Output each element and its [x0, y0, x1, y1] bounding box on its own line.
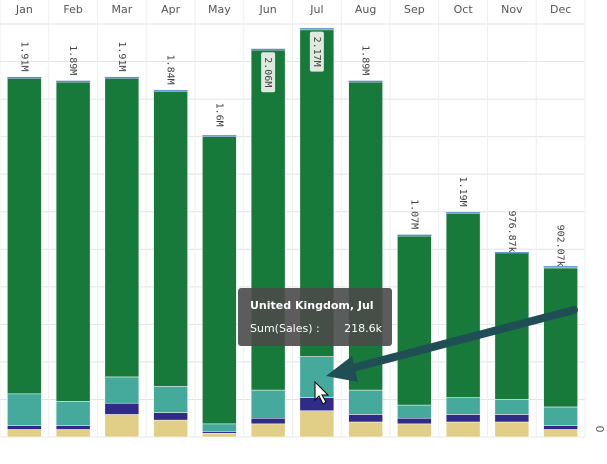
- total-marker: [104, 76, 139, 79]
- total-marker: [7, 76, 42, 79]
- cursor: [314, 380, 330, 405]
- bar-segment: [397, 404, 432, 419]
- value-label: 902.07k: [555, 225, 566, 267]
- value-label: 2.06M: [262, 57, 273, 87]
- x-tick-label: Oct: [454, 3, 474, 16]
- bar-segment: [202, 423, 237, 432]
- bar-segment: [202, 136, 237, 425]
- bar-segment: [153, 386, 188, 413]
- bar-segment: [55, 425, 91, 430]
- tooltip-value: 218.6k: [344, 322, 382, 335]
- bar-segment: [494, 399, 530, 415]
- bar-segment: [55, 429, 91, 438]
- bar-segment: [543, 267, 578, 408]
- total-marker: [299, 28, 334, 30]
- value-label: 1.91M: [116, 41, 127, 71]
- bar-segment: [543, 406, 578, 426]
- x-tick-label: Jul: [309, 3, 323, 16]
- bar-segment: [55, 401, 91, 426]
- total-marker: [446, 212, 481, 214]
- bar-segment: [299, 410, 335, 438]
- total-marker: [251, 48, 286, 51]
- bar-segment: [153, 91, 188, 387]
- arrow-shaft: [341, 306, 578, 374]
- value-label: 1.91M: [18, 41, 29, 71]
- arrow-head: [326, 356, 358, 382]
- tooltip-label: Sum(Sales) :: [250, 322, 320, 335]
- value-label-bg: [261, 52, 276, 93]
- plot-area: 0 Jan 1.91M Feb 1.89M Mar 1.91M Apr 1.84M May 1.6M…: [0, 0, 607, 438]
- total-marker: [202, 135, 237, 137]
- value-label: 1.84M: [165, 55, 176, 85]
- bar-segment: [202, 431, 237, 434]
- bar-segment: [299, 397, 335, 411]
- value-label: 976.87k: [506, 211, 517, 253]
- value-label: 2.17M: [311, 37, 322, 67]
- bar-segment: [153, 412, 188, 421]
- bar-segment: [397, 235, 432, 406]
- bar-segment: [543, 429, 578, 438]
- bar-segment: [7, 393, 42, 426]
- bar-segment: [445, 213, 481, 398]
- x-tick-label: Mar: [111, 3, 132, 16]
- bar-segment: [445, 414, 481, 423]
- bar-segment: [494, 414, 530, 423]
- annotation-arrow: [326, 306, 578, 382]
- x-tick-label: May: [208, 3, 231, 16]
- tooltip: United Kingdom, Jul Sum(Sales) : 218.6k: [238, 288, 392, 346]
- value-label: 1.19M: [457, 177, 468, 207]
- bar-segment: [445, 421, 481, 438]
- bar-segment: [104, 402, 140, 415]
- total-marker: [348, 80, 383, 83]
- total-marker: [397, 234, 432, 237]
- bar-segment: [250, 389, 286, 419]
- bar-segment: [55, 81, 91, 402]
- total-marker: [543, 266, 578, 268]
- bar-segment: [348, 421, 383, 438]
- bar-segment: [543, 425, 578, 430]
- bar-segment: [7, 78, 42, 395]
- tooltip-title: United Kingdom, Jul: [250, 299, 374, 312]
- bar-segment: [494, 421, 530, 438]
- x-tick-label: Aug: [355, 3, 376, 16]
- total-marker: [153, 90, 188, 92]
- bar-segment: [397, 417, 432, 425]
- x-tick-label: Dec: [550, 3, 571, 16]
- y-tick-label: 0: [594, 426, 607, 433]
- x-tick-label: Apr: [161, 3, 181, 16]
- value-label: 1.6M: [213, 103, 224, 127]
- x-tick-label: Jun: [259, 3, 277, 16]
- total-marker: [56, 80, 91, 83]
- value-label: 1.07M: [408, 199, 419, 229]
- bar-segment: [348, 414, 383, 423]
- x-tick-label: Nov: [501, 3, 523, 16]
- bar-segment: [445, 397, 481, 415]
- bar-segment: [104, 376, 140, 404]
- bar-segment: [348, 389, 383, 415]
- bar-segment: [202, 432, 237, 438]
- value-label: 1.89M: [360, 45, 371, 75]
- tooltip-box: [238, 288, 392, 346]
- bar-segment: [397, 423, 432, 438]
- value-label: 1.89M: [67, 45, 78, 75]
- bar-segment: [104, 414, 140, 438]
- x-tick-label: Jan: [15, 3, 33, 16]
- x-tick-label: Feb: [63, 3, 82, 16]
- bar-segment: [153, 419, 188, 438]
- x-tick-label: Sep: [404, 3, 425, 16]
- value-label-bg: [309, 31, 324, 72]
- bar-segment: [250, 423, 286, 438]
- bar-segment: [7, 429, 42, 438]
- total-marker: [494, 252, 529, 254]
- bar-segment: [104, 78, 140, 378]
- bar-segment: [250, 417, 286, 425]
- bar-segment: [7, 425, 42, 430]
